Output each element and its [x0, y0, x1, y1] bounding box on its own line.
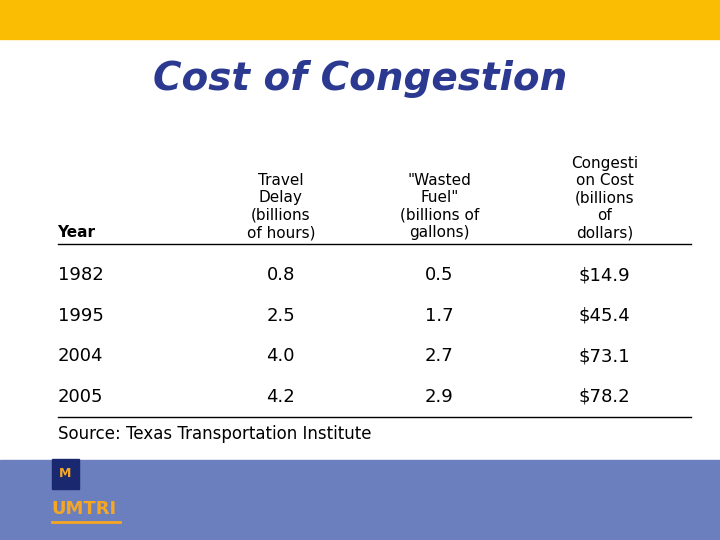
Text: 4.2: 4.2	[266, 388, 295, 406]
Text: Year: Year	[58, 225, 96, 240]
Text: 4.0: 4.0	[266, 347, 295, 366]
Text: $14.9: $14.9	[579, 266, 631, 285]
Text: M: M	[59, 467, 72, 481]
Text: Travel
Delay
(billions
of hours): Travel Delay (billions of hours)	[246, 173, 315, 240]
Text: Congesti
on Cost
(billions
of
dollars): Congesti on Cost (billions of dollars)	[571, 156, 639, 240]
Text: 2.9: 2.9	[425, 388, 454, 406]
Text: 1.7: 1.7	[425, 307, 454, 325]
Text: UMTRI: UMTRI	[52, 500, 117, 518]
Text: Cost of Congestion: Cost of Congestion	[153, 60, 567, 98]
Text: 1995: 1995	[58, 307, 104, 325]
Text: $78.2: $78.2	[579, 388, 631, 406]
Text: 0.5: 0.5	[425, 266, 454, 285]
Text: 2005: 2005	[58, 388, 103, 406]
Text: 0.8: 0.8	[266, 266, 295, 285]
Text: $73.1: $73.1	[579, 347, 631, 366]
Text: 2.5: 2.5	[266, 307, 295, 325]
Text: "Wasted
Fuel"
(billions of
gallons): "Wasted Fuel" (billions of gallons)	[400, 173, 479, 240]
Text: $45.4: $45.4	[579, 307, 631, 325]
Text: Source: Texas Transportation Institute: Source: Texas Transportation Institute	[58, 425, 371, 443]
Text: 1982: 1982	[58, 266, 104, 285]
Text: 2004: 2004	[58, 347, 103, 366]
Text: 2.7: 2.7	[425, 347, 454, 366]
